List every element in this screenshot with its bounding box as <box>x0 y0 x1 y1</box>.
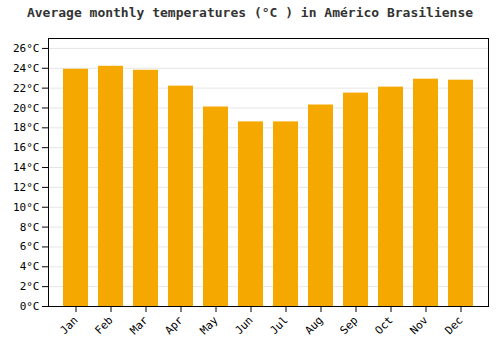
svg-text:6°C: 6°C <box>20 240 40 253</box>
svg-text:Mar: Mar <box>127 313 151 337</box>
svg-text:14°C: 14°C <box>13 161 40 174</box>
svg-text:Apr: Apr <box>162 313 186 337</box>
svg-text:Jan: Jan <box>57 314 80 337</box>
svg-text:Nov: Nov <box>407 313 431 337</box>
svg-text:12°C: 12°C <box>13 181 40 194</box>
svg-text:24°C: 24°C <box>13 62 40 75</box>
svg-text:Jul: Jul <box>267 314 290 337</box>
svg-text:May: May <box>197 313 221 337</box>
svg-text:22°C: 22°C <box>13 82 40 95</box>
svg-text:Aug: Aug <box>302 314 325 337</box>
svg-text:18°C: 18°C <box>13 121 40 134</box>
svg-text:Feb: Feb <box>92 314 115 337</box>
html-text:Average monthly temperatures (: Average monthly temperatures (°C ) in Am… <box>26 5 474 20</box>
svg-text:26°C: 26°C <box>13 42 40 55</box>
svg-text:8°C: 8°C <box>20 221 40 234</box>
svg-text:20°C: 20°C <box>13 102 40 115</box>
svg-text:Oct: Oct <box>372 314 395 337</box>
svg-text:Sep: Sep <box>337 314 360 337</box>
svg-text:10°C: 10°C <box>13 201 40 214</box>
svg-text:2°C: 2°C <box>20 280 40 293</box>
svg-text:4°C: 4°C <box>20 260 40 273</box>
svg-text:Jun: Jun <box>232 314 255 337</box>
svg-text:0°C: 0°C <box>20 300 40 313</box>
svg-text:16°C: 16°C <box>13 141 40 154</box>
svg-text:Dec: Dec <box>442 314 465 337</box>
